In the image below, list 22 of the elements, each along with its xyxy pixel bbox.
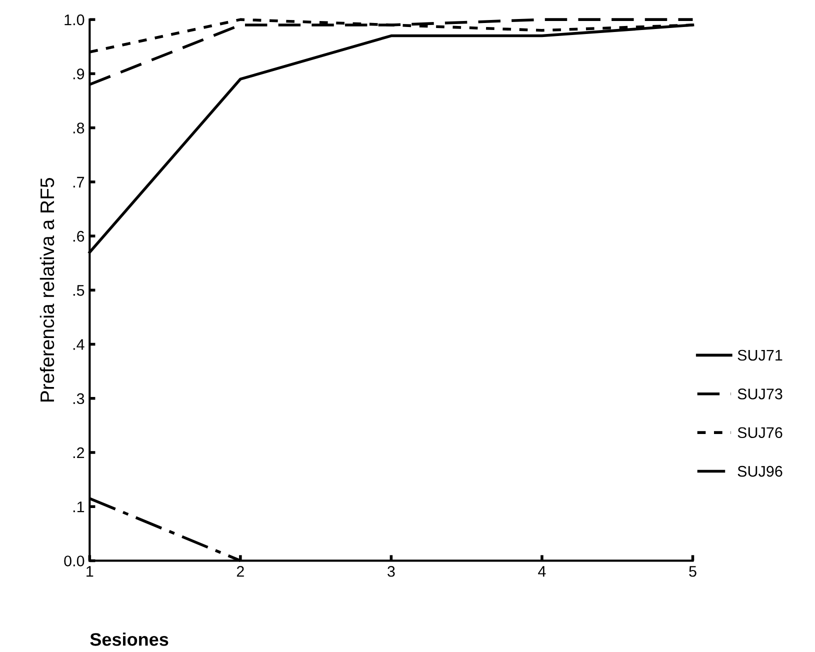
x-tick-label: 1 [86, 566, 94, 577]
y-tick-label: .5 [73, 285, 84, 296]
y-tick-label: .9 [73, 68, 84, 80]
y-tick-label: .2 [73, 447, 84, 458]
legend-label: SUJ73 [738, 388, 782, 400]
y-tick-label: .4 [73, 339, 84, 350]
x-tick-label: 3 [388, 566, 395, 577]
x-axis-title: Sesiones [90, 632, 168, 646]
x-tick-label: 5 [689, 566, 696, 577]
y-tick-label: .8 [73, 122, 84, 134]
legend-label: SUJ76 [738, 427, 782, 438]
legend-label: SUJ71 [738, 350, 782, 361]
y-tick-label: .1 [73, 502, 84, 512]
y-tick-label: .6 [73, 230, 84, 242]
x-tick-label: 4 [538, 566, 546, 577]
y-axis-title: Preferencia relativa a RF5 [40, 178, 54, 402]
y-tick-label: 1.0 [64, 14, 84, 26]
x-tick-label: 2 [236, 566, 244, 577]
y-tick-label: .3 [73, 393, 84, 404]
y-tick-label: .7 [73, 176, 84, 188]
legend-label: SUJ96 [738, 466, 782, 477]
y-tick-label: 0.0 [64, 556, 84, 566]
